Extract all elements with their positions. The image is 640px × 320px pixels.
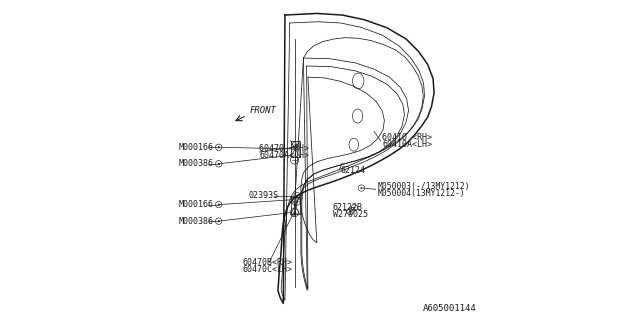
Text: M050003(-/13MY1212): M050003(-/13MY1212) [378, 182, 470, 191]
Circle shape [218, 146, 220, 148]
Text: M000386: M000386 [178, 159, 213, 168]
Text: M050004(13MY1212-): M050004(13MY1212-) [378, 189, 465, 198]
Circle shape [360, 187, 362, 189]
Text: FRONT: FRONT [250, 106, 276, 115]
Text: W270025: W270025 [333, 210, 368, 219]
Text: M000386: M000386 [178, 217, 213, 226]
Text: 62124: 62124 [340, 166, 365, 175]
Text: 02393S: 02393S [248, 191, 278, 200]
Text: 60470C<LH>: 60470C<LH> [243, 265, 293, 274]
Circle shape [353, 207, 355, 209]
Text: 60410 <RH>: 60410 <RH> [382, 133, 432, 142]
Circle shape [349, 211, 351, 212]
Text: 60410A<LH>: 60410A<LH> [382, 140, 432, 149]
Circle shape [218, 204, 220, 205]
Text: 60470A<LH>: 60470A<LH> [259, 151, 310, 160]
Circle shape [296, 195, 298, 197]
Text: 60470 <RH>: 60470 <RH> [259, 144, 310, 153]
Circle shape [218, 163, 220, 165]
Text: 62122B: 62122B [333, 203, 363, 212]
Text: M000166: M000166 [178, 200, 213, 209]
Text: A605001144: A605001144 [422, 304, 476, 313]
Circle shape [218, 220, 220, 222]
Text: 60470B<RH>: 60470B<RH> [243, 258, 293, 267]
Text: M000166: M000166 [178, 143, 213, 152]
